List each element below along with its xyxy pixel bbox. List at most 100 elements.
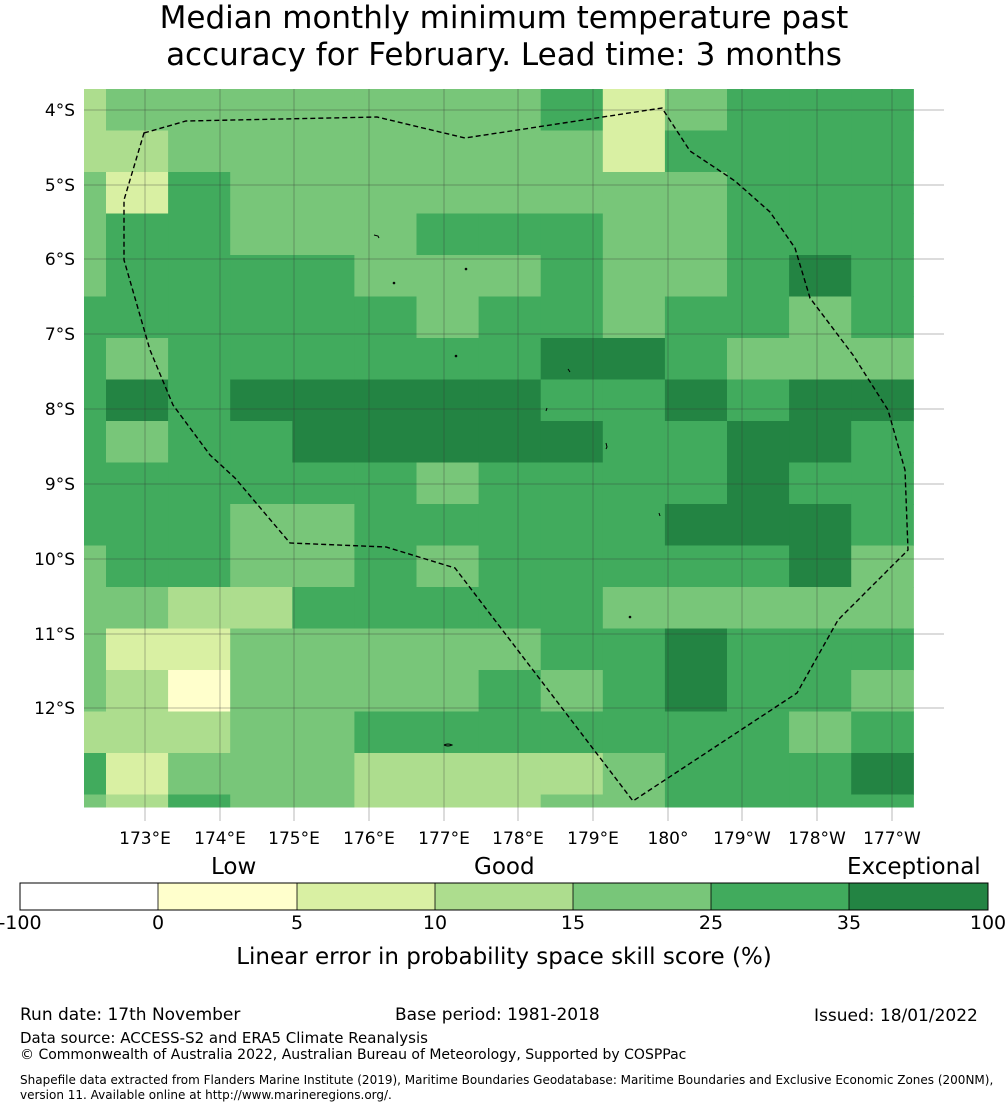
grid-cell <box>106 670 169 713</box>
latitude-labels: 4°S 5°S 6°S 7°S 8°S 9°S 10°S 11°S 12°S <box>34 101 75 719</box>
grid-cell <box>292 628 355 671</box>
grid-cell <box>416 462 480 505</box>
grid-cell <box>106 794 169 808</box>
island <box>454 354 458 358</box>
grid-cell <box>540 296 604 339</box>
grid-cell <box>540 545 604 588</box>
latitude-label: 9°S <box>45 475 75 495</box>
grid-cell <box>230 213 293 256</box>
grid-cell <box>168 504 231 547</box>
grid-cell <box>478 545 542 588</box>
skill-grid <box>84 89 914 808</box>
grid-cell <box>789 338 852 381</box>
grid-cell <box>727 379 790 422</box>
grid-cell <box>664 670 728 713</box>
grid-cell <box>106 379 169 422</box>
grid-cell <box>84 89 107 132</box>
grid-cell <box>292 587 355 630</box>
island <box>605 442 608 450</box>
grid-cell <box>727 504 790 547</box>
graticule <box>84 89 944 821</box>
grid-cell <box>416 753 480 796</box>
grid-cell <box>602 379 666 422</box>
chart-title: Median monthly minimum temperature past … <box>0 0 1008 74</box>
grid-cell <box>851 421 914 464</box>
longitude-label: 177°W <box>863 829 921 849</box>
grid-cell <box>851 545 914 588</box>
grid-cell <box>354 794 418 808</box>
grid-cell <box>664 545 728 588</box>
category-label-good: Good <box>474 854 535 880</box>
grid-cell <box>851 794 914 808</box>
grid-cell <box>416 670 480 713</box>
grid-cell <box>540 172 604 215</box>
grid-cell <box>230 338 293 381</box>
grid-cell <box>664 379 728 422</box>
longitude-label: 180° <box>648 829 689 849</box>
grid-cell <box>84 421 107 464</box>
grid-cell <box>478 421 542 464</box>
grid-cell <box>106 711 169 754</box>
grid-cell <box>478 89 542 132</box>
grid-cell <box>789 670 852 713</box>
grid-cell <box>540 255 604 298</box>
grid-cell <box>168 338 231 381</box>
grid-cell <box>230 545 293 588</box>
grid-cell <box>230 794 293 808</box>
grid-cell <box>230 711 293 754</box>
grid-cell <box>851 255 914 298</box>
grid-cell <box>106 628 169 671</box>
grid-cell <box>416 172 480 215</box>
grid-cell <box>540 794 604 808</box>
grid-cell <box>292 379 355 422</box>
grid-cell <box>664 89 728 132</box>
grid-cell <box>540 89 604 132</box>
grid-cell <box>106 504 169 547</box>
grid-cell <box>354 753 418 796</box>
grid-cell <box>354 587 418 630</box>
grid-cell <box>851 89 914 132</box>
grid-cell <box>230 130 293 173</box>
grid-cell <box>354 711 418 754</box>
grid-cell <box>292 670 355 713</box>
grid-cell <box>478 338 542 381</box>
grid-cell <box>354 504 418 547</box>
grid-cell <box>292 296 355 339</box>
grid-cell <box>84 296 107 339</box>
grid-cell <box>106 172 169 215</box>
grid-cell <box>602 504 666 547</box>
grid-cell <box>230 504 293 547</box>
grid-cell <box>478 587 542 630</box>
grid-cell <box>168 545 231 588</box>
grid-cell <box>789 628 852 671</box>
colorbar-segment <box>297 883 435 910</box>
colorbar-frame <box>19 882 989 911</box>
grid-cell <box>851 670 914 713</box>
grid-cell <box>664 255 728 298</box>
grid-cell <box>540 379 604 422</box>
grid-cell <box>851 338 914 381</box>
grid-cell <box>727 338 790 381</box>
grid-cell <box>292 172 355 215</box>
grid-cell <box>478 794 542 808</box>
grid-cell <box>789 545 852 588</box>
grid-cell <box>727 628 790 671</box>
island <box>443 743 454 747</box>
grid-cell <box>230 379 293 422</box>
grid-cell <box>540 753 604 796</box>
latitude-label: 7°S <box>45 325 75 345</box>
grid-cell <box>540 504 604 547</box>
grid-cell <box>416 89 480 132</box>
grid-cell <box>416 587 480 630</box>
grid-cell <box>478 462 542 505</box>
grid-cell <box>851 753 914 796</box>
grid-cell <box>540 421 604 464</box>
grid-cell <box>168 130 231 173</box>
grid-cell <box>664 421 728 464</box>
grid-cell <box>851 172 914 215</box>
colorbar-tick-label: 5 <box>290 912 304 934</box>
colorbar-tick-label: 100 <box>969 912 1007 934</box>
grid-cell <box>84 255 107 298</box>
island <box>545 407 548 412</box>
category-label-low: Low <box>211 854 257 880</box>
